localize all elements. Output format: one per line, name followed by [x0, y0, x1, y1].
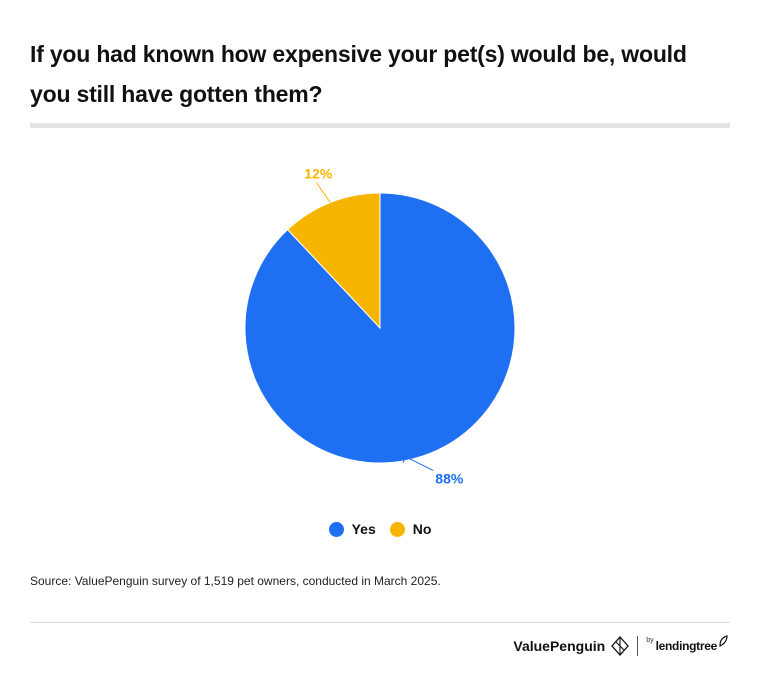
penguin-diamond-icon [611, 636, 630, 656]
pie-slice-no [286, 192, 381, 330]
leader-line-no [315, 182, 331, 203]
brand-logos: ValuePenguin by lendingtree [513, 635, 728, 656]
legend-item-yes: Yes [328, 521, 376, 537]
lendingtree-logo-text: lendingtree [655, 639, 718, 653]
pie-chart: 88% 12% [244, 165, 516, 487]
brand-by-text: by [646, 636, 654, 644]
leaf-icon [719, 635, 728, 647]
source-note: Source: ValuePenguin survey of 1,519 pet… [30, 574, 441, 588]
leader-line-yes [402, 455, 434, 472]
chart-title: If you had known how expensive your pet(… [30, 41, 687, 107]
legend-label-no: No [412, 521, 432, 537]
legend-item-no: No [389, 521, 432, 537]
data-label-no: 12% [304, 165, 333, 181]
legend-swatch-yes [328, 521, 344, 537]
valuepenguin-logo-text: ValuePenguin [513, 638, 606, 654]
footer-divider [30, 622, 730, 623]
data-label-yes: 88% [435, 471, 464, 487]
brand-divider [637, 636, 639, 656]
legend: Yes No [0, 521, 760, 537]
title-divider [30, 123, 730, 128]
legend-swatch-no [389, 521, 405, 537]
legend-label-yes: Yes [351, 521, 376, 537]
